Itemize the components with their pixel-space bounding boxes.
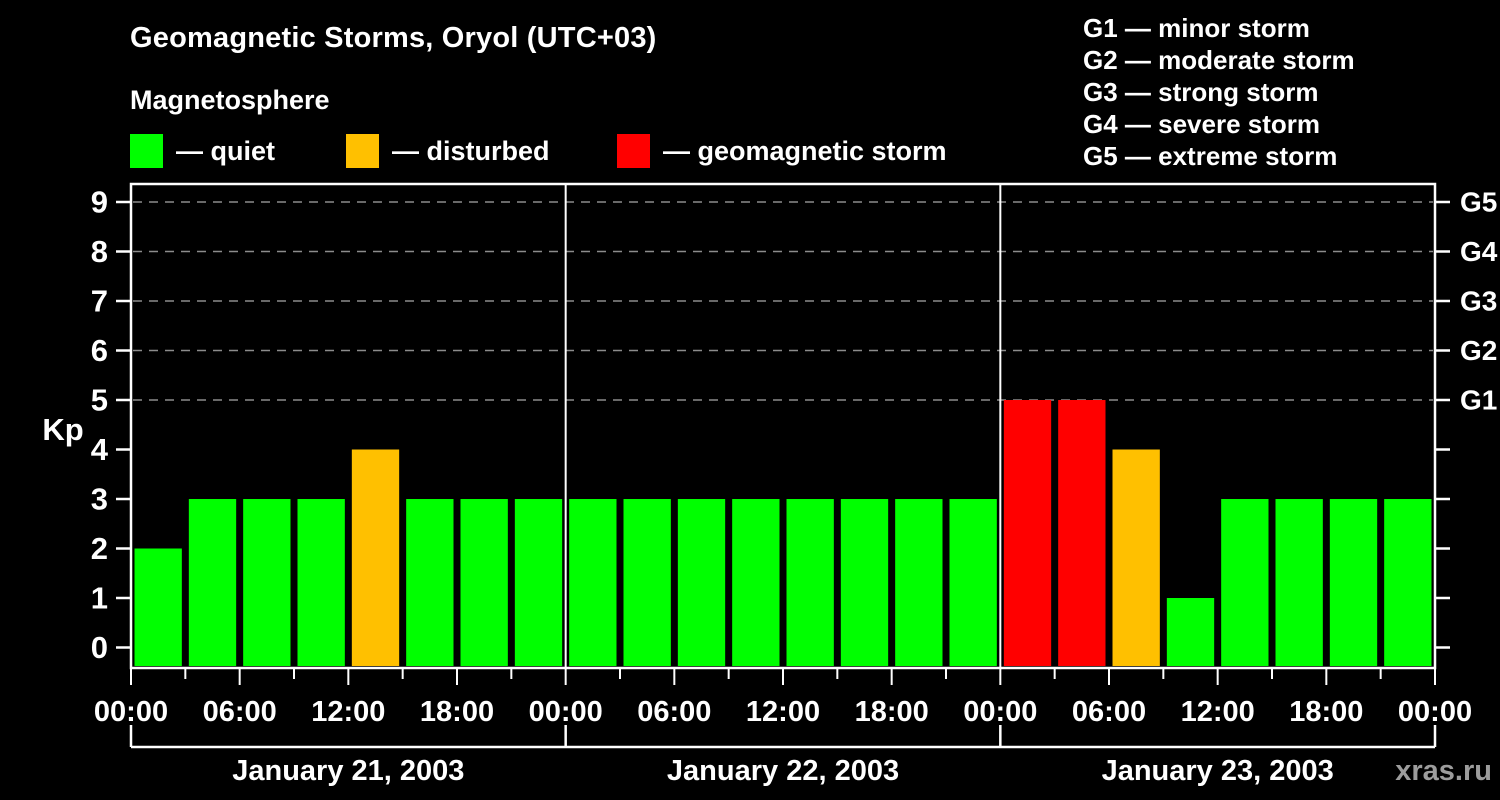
x-axis-time-label: 12:00 — [1181, 696, 1255, 728]
right-axis-label-g2: G2 — [1460, 335, 1497, 366]
legend-item-quiet: — quiet — [130, 133, 275, 169]
kp-bar — [895, 499, 943, 666]
kp-bar — [1221, 499, 1269, 666]
kp-bar — [460, 499, 508, 666]
kp-bar — [1166, 598, 1215, 666]
kp-bar — [406, 499, 454, 666]
kp-bar — [677, 499, 726, 666]
date-label: January 23, 2003 — [1102, 755, 1334, 787]
page-title: Geomagnetic Storms, Oryol (UTC+03) — [130, 22, 657, 54]
kp-bar — [732, 499, 780, 666]
kp-bar — [569, 499, 617, 666]
g4-legend-line: G4 — severe storm — [1083, 109, 1321, 139]
date-label: January 21, 2003 — [232, 755, 464, 787]
kp-bar — [1275, 499, 1323, 666]
disturbed-legend-label: — disturbed — [392, 135, 550, 166]
kp-bar — [243, 499, 291, 666]
y-axis-label-9: 9 — [91, 185, 108, 220]
right-axis-label-g3: G3 — [1460, 286, 1497, 317]
kp-bar — [1384, 499, 1432, 666]
x-axis-time-label: 00:00 — [94, 696, 168, 728]
g3-legend-line: G3 — strong storm — [1083, 77, 1319, 107]
x-axis-time-label: 12:00 — [746, 696, 820, 728]
plot-border — [129, 182, 1437, 670]
legend-item-storm: — geomagnetic storm — [617, 133, 947, 169]
legend-item-disturbed: — disturbed — [346, 133, 550, 169]
kp-bar — [840, 499, 889, 666]
x-axis-time-label: 06:00 — [637, 696, 711, 728]
storm-color-swatch — [617, 134, 650, 168]
watermark: xras.ru — [1395, 755, 1492, 787]
y-axis-label-0: 0 — [91, 630, 108, 665]
kp-bar — [786, 499, 834, 666]
y-axis-label-6: 6 — [91, 333, 108, 368]
quiet-color-swatch — [130, 134, 163, 168]
y-axis-title: Kp — [42, 412, 83, 447]
disturbed-color-swatch — [346, 134, 379, 168]
y-axis-label-7: 7 — [91, 284, 108, 319]
y-axis-label-3: 3 — [91, 482, 108, 517]
y-axis-label-1: 1 — [91, 581, 108, 616]
kp-bar — [949, 499, 997, 666]
kp-bar — [351, 449, 400, 666]
y-axis-label-8: 8 — [91, 234, 108, 269]
g5-legend-line: G5 — extreme storm — [1083, 141, 1338, 171]
kp-bar — [1329, 499, 1378, 666]
x-axis-time-label: 18:00 — [420, 696, 494, 728]
g1-legend-line: G1 — minor storm — [1083, 13, 1310, 43]
kp-bar — [188, 499, 237, 666]
x-axis-time-label: 18:00 — [855, 696, 929, 728]
x-axis-time-label: 12:00 — [311, 696, 385, 728]
kp-bar — [1058, 400, 1106, 666]
y-axis-label-2: 2 — [91, 531, 108, 566]
right-axis-label-g5: G5 — [1460, 187, 1497, 218]
x-axis-time-label: 06:00 — [1072, 696, 1146, 728]
date-label: January 22, 2003 — [667, 755, 899, 787]
kp-bar — [514, 499, 563, 666]
x-axis-time-label: 00:00 — [1398, 696, 1472, 728]
y-axis-label-4: 4 — [91, 432, 109, 467]
magnetosphere-label: Magnetosphere — [130, 85, 330, 115]
x-axis-time-label: 06:00 — [203, 696, 277, 728]
x-axis-time-label: 18:00 — [1289, 696, 1363, 728]
quiet-legend-label: — quiet — [176, 135, 275, 166]
kp-bar — [623, 499, 671, 666]
storm-legend-label: — geomagnetic storm — [663, 135, 947, 166]
kp-bar — [1003, 400, 1052, 666]
kp-bar — [1112, 449, 1160, 666]
kp-bar — [134, 548, 182, 666]
kp-bar — [297, 499, 345, 666]
x-axis-time-label: 00:00 — [963, 696, 1037, 728]
y-axis-label-5: 5 — [91, 383, 108, 418]
g-scale-legend: G1 — minor storm G2 — moderate storm G3 … — [1083, 12, 1355, 172]
g2-legend-line: G2 — moderate storm — [1083, 45, 1355, 75]
x-axis-time-label: 00:00 — [529, 696, 603, 728]
right-axis-label-g1: G1 — [1460, 385, 1497, 416]
right-axis-label-g4: G4 — [1460, 236, 1498, 267]
